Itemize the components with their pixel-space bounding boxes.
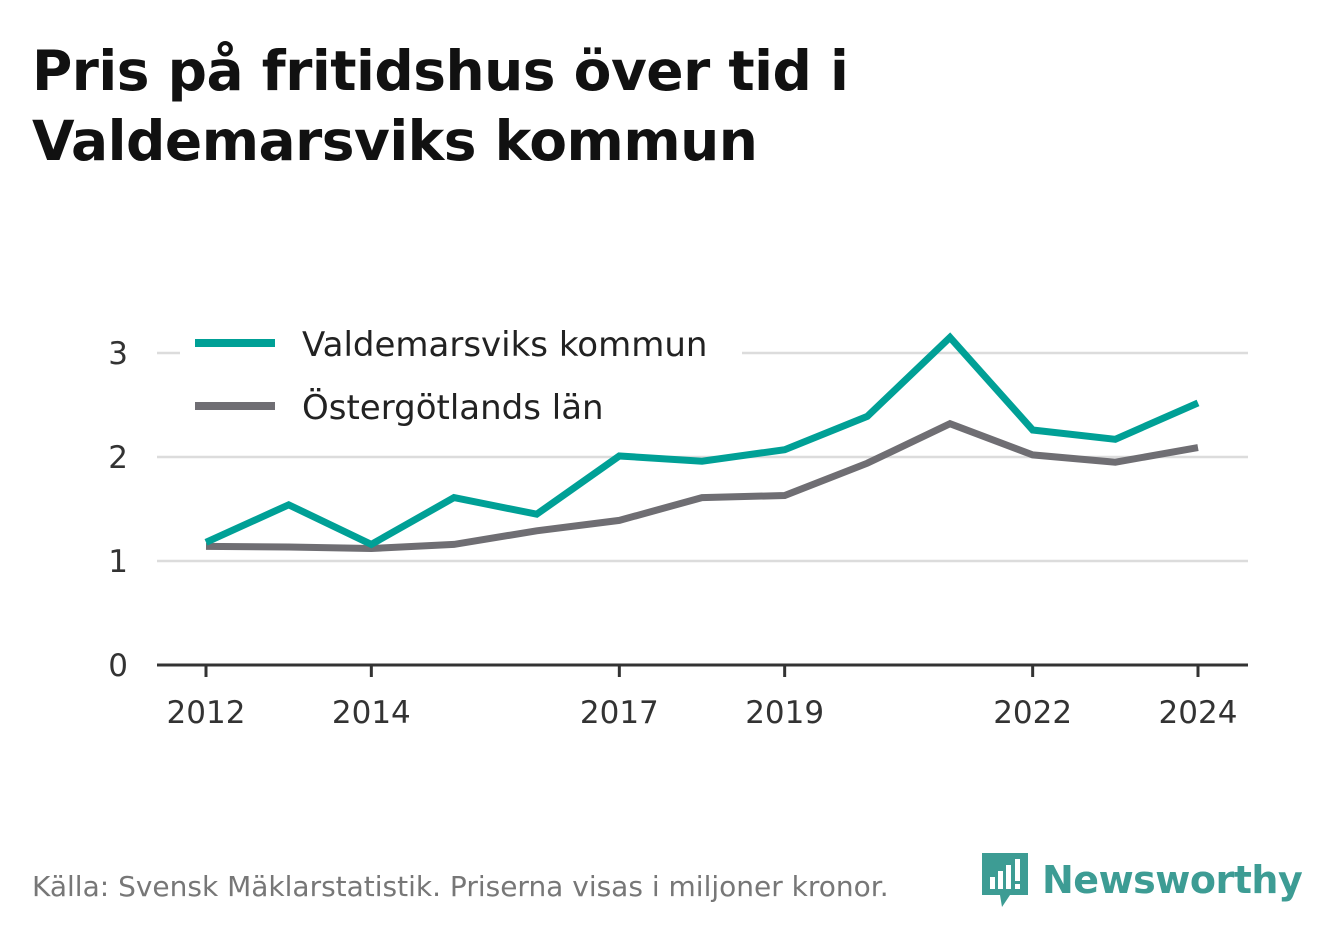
y-tick-label-0: 0 — [108, 648, 128, 684]
brand-logo: Newsworthy — [980, 850, 1303, 910]
legend-background — [180, 310, 742, 440]
x-tick-label-2024: 2024 — [1159, 695, 1238, 731]
series-line-0 — [204, 332, 1200, 549]
series-line-1 — [205, 419, 1199, 553]
brand-name: Newsworthy — [1042, 858, 1303, 902]
legend: Valdemarsviks kommun Östergötlands län — [180, 310, 742, 440]
x-tick-label-2022: 2022 — [993, 695, 1072, 731]
chart-title: Pris på fritidshus över tid i Valdemarsv… — [32, 39, 849, 173]
newsworthy-logo-icon — [982, 853, 1028, 907]
series-lines — [204, 332, 1200, 553]
y-axis-ticks: 0 1 2 3 — [108, 336, 128, 684]
y-tick-label-1: 1 — [108, 544, 128, 580]
x-tick-label-2017: 2017 — [580, 695, 659, 731]
x-tick-label-2014: 2014 — [332, 695, 411, 731]
legend-label-0: Valdemarsviks kommun — [302, 325, 707, 365]
y-tick-label-2: 2 — [108, 440, 128, 476]
y-tick-label-3: 3 — [108, 336, 128, 372]
x-tick-label-2019: 2019 — [745, 695, 824, 731]
x-axis-ticks: 2012 2014 2017 2019 2022 2024 — [167, 665, 1238, 731]
x-tick-label-2012: 2012 — [167, 695, 246, 731]
legend-label-1: Östergötlands län — [302, 387, 604, 428]
source-note: Källa: Svensk Mäklarstatistik. Priserna … — [32, 870, 889, 903]
